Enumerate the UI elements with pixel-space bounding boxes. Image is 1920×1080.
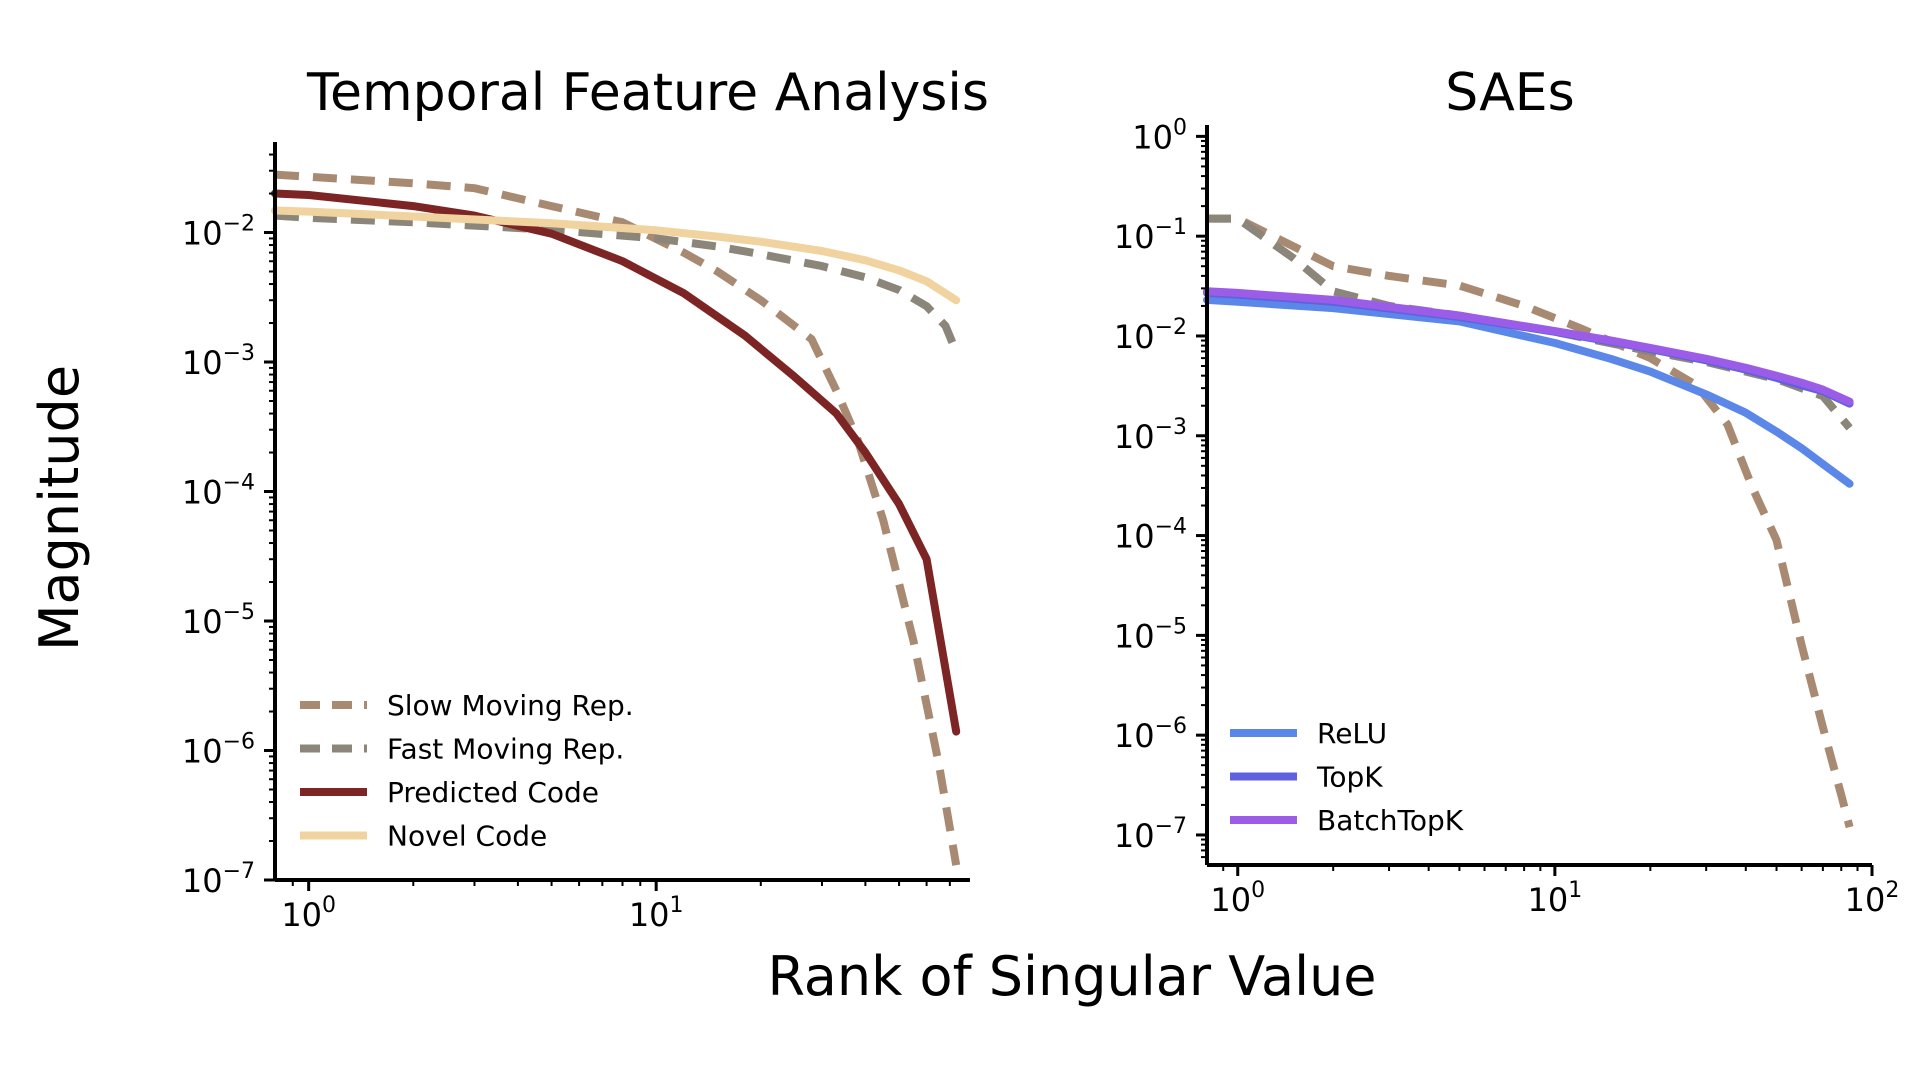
x-tick-label: 101	[1528, 878, 1583, 919]
y-tick-base: 10	[1114, 218, 1155, 256]
y-tick-label: 10−6	[182, 730, 255, 771]
y-tick-label: 10−3	[1114, 415, 1187, 456]
y-tick-label: 10−2	[1114, 315, 1187, 356]
y-tick-base: 10	[182, 215, 223, 253]
y-tick-label: 10−3	[182, 341, 255, 382]
y-tick-exponent: −2	[223, 212, 255, 237]
legend-saes: ReLU TopK BatchTopK	[1230, 717, 1464, 837]
y-tick-base: 10	[1114, 418, 1155, 456]
legend-label: BatchTopK	[1317, 804, 1464, 837]
series-line-predicted-code	[271, 189, 961, 736]
y-tick-base: 10	[1114, 617, 1155, 655]
y-tick-exponent: −1	[1155, 215, 1187, 240]
x-tick-base: 10	[1528, 881, 1569, 919]
y-tick-label: 10−5	[182, 600, 255, 641]
y-tick-label: 10−1	[1114, 215, 1187, 256]
x-tick-exponent: 1	[1568, 878, 1582, 903]
series-layer-saes	[1203, 214, 1854, 829]
y-tick-base: 10	[1114, 717, 1155, 755]
y-tick-base: 10	[182, 862, 223, 900]
x-tick-base: 10	[629, 896, 670, 934]
x-tick-label: 100	[1210, 878, 1265, 919]
y-tick-base: 10	[182, 733, 223, 771]
y-tick-base: 10	[182, 474, 223, 512]
legend-temporal: Slow Moving Rep. Fast Moving Rep. Predicte…	[300, 689, 634, 853]
series-line-unlabeled-0	[1207, 214, 1854, 829]
y-tick-base: 10	[182, 603, 223, 641]
y-tick-base: 10	[1114, 817, 1155, 855]
y-tick-label: 10−2	[182, 212, 255, 253]
legend-label: TopK	[1316, 761, 1383, 794]
series-line-fast-moving-rep	[274, 211, 960, 354]
x-tick-label: 101	[629, 893, 684, 934]
y-tick-exponent: −3	[223, 341, 255, 366]
y-tick-exponent: −6	[223, 730, 255, 755]
legend-label: Fast Moving Rep.	[387, 733, 624, 766]
y-tick-label: 100	[1132, 115, 1187, 156]
y-tick-base: 10	[1114, 318, 1155, 356]
y-tick-exponent: −3	[1155, 415, 1187, 440]
series-line-slow-moving-rep	[274, 170, 961, 866]
y-tick-exponent: −7	[223, 859, 255, 884]
y-tick-label: 10−6	[1114, 714, 1187, 755]
x-tick-base: 10	[1210, 881, 1251, 919]
y-tick-exponent: −5	[223, 600, 255, 625]
x-tick-exponent: 0	[1251, 878, 1265, 903]
y-tick-label: 10−7	[182, 859, 255, 900]
x-tick-base: 10	[281, 896, 322, 934]
x-axis-label: Rank of Singular Value	[767, 945, 1376, 1008]
y-tick-label: 10−7	[1114, 814, 1187, 855]
series-line-batchtopk	[1203, 287, 1854, 406]
y-tick-base: 10	[1132, 118, 1173, 156]
y-tick-exponent: −4	[223, 471, 255, 496]
y-tick-exponent: −4	[1155, 515, 1187, 540]
panel-title-temporal: Temporal Feature Analysis	[306, 63, 989, 123]
series-layer-temporal	[271, 170, 961, 866]
x-tick-base: 10	[1845, 881, 1886, 919]
x-tick-exponent: 0	[322, 893, 336, 918]
y-tick-exponent: −7	[1155, 814, 1187, 839]
y-tick-exponent: −5	[1155, 614, 1187, 639]
legend-label: Novel Code	[387, 820, 547, 853]
y-tick-label: 10−4	[182, 471, 255, 512]
series-line-relu	[1203, 295, 1854, 488]
legend-label: Slow Moving Rep.	[387, 689, 634, 722]
x-tick-exponent: 1	[670, 893, 684, 918]
y-axis-label: Magnitude	[28, 365, 91, 651]
legend-label: ReLU	[1317, 717, 1387, 750]
x-tick-label: 100	[281, 893, 336, 934]
series-line-novel-code	[271, 206, 961, 305]
y-tick-exponent: −2	[1155, 315, 1187, 340]
panel-temporal-feature-analysis: Temporal Feature Analysis 10−210−310−410…	[182, 63, 989, 934]
y-tick-exponent: −6	[1155, 714, 1187, 739]
y-tick-label: 10−4	[1114, 515, 1187, 556]
legend-label: Predicted Code	[387, 776, 599, 809]
y-tick-exponent: 0	[1173, 115, 1187, 140]
panel-title-saes: SAEs	[1445, 63, 1575, 123]
y-tick-base: 10	[1114, 518, 1155, 556]
x-tick-exponent: 2	[1885, 878, 1899, 903]
y-tick-label: 10−5	[1114, 614, 1187, 655]
y-tick-base: 10	[182, 344, 223, 382]
x-tick-label: 102	[1845, 878, 1900, 919]
